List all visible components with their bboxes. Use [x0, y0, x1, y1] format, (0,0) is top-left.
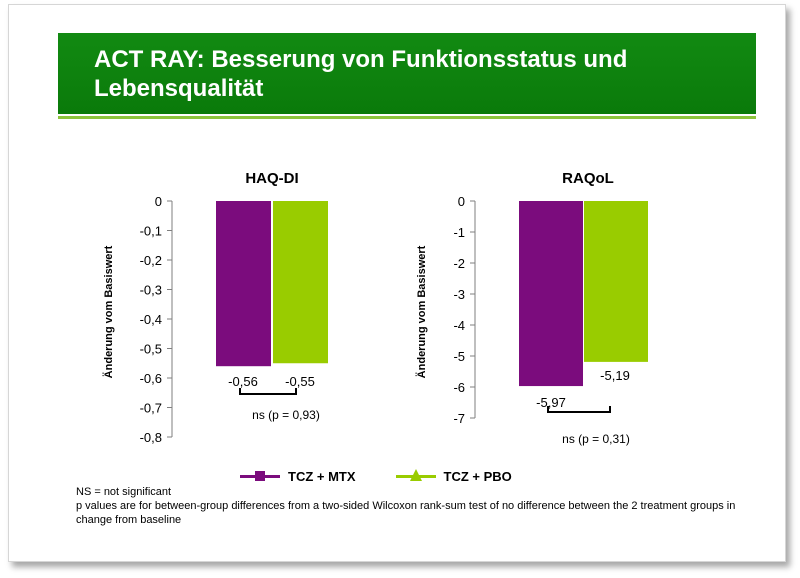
y-tick-label-haq-di: -0,2: [140, 253, 162, 268]
bar-haq-di-tcz-mtx: [216, 201, 271, 367]
y-tick-label-raqol: -2: [453, 256, 465, 271]
legend-item-tcz-mtx: TCZ + MTX: [240, 469, 356, 484]
y-axis-label-haq-di: Änderung vom Basiswert: [102, 245, 115, 378]
legend-label-tcz-pbo: TCZ + PBO: [443, 468, 512, 484]
data-label-haq-di-1: -0,55: [285, 374, 315, 389]
y-tick-label-haq-di: 0: [155, 194, 162, 209]
y-tick-label-raqol: 0: [458, 194, 465, 209]
y-tick-label-haq-di: -0,7: [140, 401, 162, 416]
y-tick-label-haq-di: -0,1: [140, 224, 162, 239]
slide-title: ACT RAY: Besserung von Funktionsstatus u…: [94, 46, 628, 102]
significance-bracket-raqol: [547, 406, 611, 413]
y-tick-label-raqol: -6: [453, 380, 465, 395]
data-label-raqol-1: -5,19: [600, 368, 630, 383]
y-tick-label-raqol: -3: [453, 287, 465, 302]
significance-label-raqol: ns (p = 0,31): [562, 432, 630, 446]
footnote-ns: NS = not significant: [76, 486, 172, 498]
title-underline: [58, 116, 756, 119]
footnotes: NS = not significant p values are for be…: [76, 485, 756, 527]
chart-title-raqol: RAQoL: [562, 170, 614, 187]
y-tick-label-raqol: -4: [453, 318, 465, 333]
y-tick-label-haq-di: -0,8: [140, 430, 162, 445]
chart-title-haq-di: HAQ-DI: [245, 170, 298, 187]
legend-label-tcz-mtx: TCZ + MTX: [288, 468, 356, 484]
y-tick-label-haq-di: -0,3: [140, 283, 162, 298]
bar-raqol-tcz-pbo: [584, 201, 648, 362]
y-tick-label-raqol: -7: [453, 411, 465, 426]
y-tick-label-raqol: -1: [453, 225, 465, 240]
data-label-raqol-0: -5,97: [536, 395, 566, 410]
legend-swatch-tcz-pbo: [395, 469, 436, 483]
legend-swatch-tcz-mtx: [240, 469, 280, 483]
data-label-haq-di-0: -0,56: [228, 374, 258, 389]
y-axis-label-raqol: Änderung vom Basiswert: [415, 245, 428, 378]
footnote-pvalues: p values are for between-group differenc…: [76, 500, 736, 526]
y-tick-label-haq-di: -0,5: [140, 342, 162, 357]
y-tick-label-haq-di: -0,6: [140, 371, 162, 386]
significance-label-haq-di: ns (p = 0,93): [252, 408, 320, 422]
legend-item-tcz-pbo: TCZ + PBO: [395, 468, 512, 484]
y-tick-label-haq-di: -0,4: [140, 312, 162, 327]
significance-bracket-haq-di: [239, 388, 297, 395]
bar-haq-di-tcz-pbo: [273, 201, 328, 364]
y-tick-label-raqol: -5: [453, 349, 465, 364]
title-banner: ACT RAY: Besserung von Funktionsstatus u…: [58, 33, 756, 114]
bar-raqol-tcz-mtx: [519, 201, 583, 387]
legend: TCZ + MTX TCZ + PBO: [240, 468, 552, 484]
